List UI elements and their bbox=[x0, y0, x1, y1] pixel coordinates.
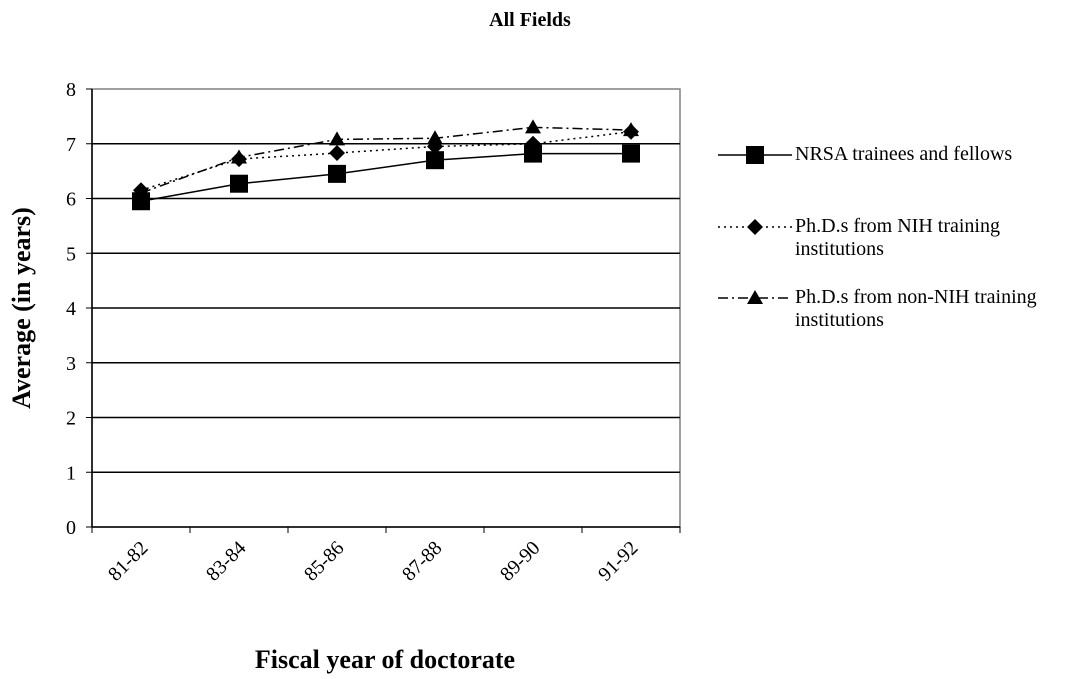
marker bbox=[623, 122, 639, 137]
x-tick-label: 83-84 bbox=[202, 537, 251, 586]
marker bbox=[230, 174, 248, 193]
marker bbox=[329, 145, 345, 162]
marker bbox=[524, 144, 542, 163]
marker bbox=[426, 151, 444, 170]
y-tick-label: 2 bbox=[66, 408, 76, 430]
y-tick-label: 1 bbox=[66, 462, 76, 484]
legend-label: NRSA trainees and fellows bbox=[795, 143, 1013, 165]
x-tick-label: 81-82 bbox=[104, 537, 153, 586]
series-line bbox=[140, 126, 632, 194]
x-axis-label: Fiscal year of doctorate bbox=[255, 645, 515, 674]
series-line bbox=[140, 152, 631, 202]
y-tick-label: 0 bbox=[66, 517, 76, 539]
y-tick-label: 3 bbox=[66, 353, 76, 375]
marker bbox=[427, 130, 443, 145]
y-tick-label: 4 bbox=[66, 298, 76, 320]
y-axis-label: Average (in years) bbox=[7, 207, 36, 409]
marker bbox=[747, 219, 763, 235]
x-tick-label: 85-86 bbox=[300, 537, 349, 586]
marker bbox=[622, 144, 640, 163]
y-tick-label: 8 bbox=[66, 79, 76, 101]
x-tick-label: 91-92 bbox=[594, 537, 643, 586]
marker bbox=[329, 131, 345, 146]
marker bbox=[231, 149, 247, 164]
legend-label: Ph.D.s from non-NIH training institution… bbox=[795, 286, 1037, 331]
marker bbox=[525, 135, 541, 152]
chart-title: All Fields bbox=[489, 9, 571, 31]
y-tick-label: 5 bbox=[66, 243, 76, 265]
marker bbox=[133, 185, 149, 200]
marker bbox=[746, 146, 764, 164]
marker bbox=[525, 119, 541, 134]
marker bbox=[328, 164, 346, 183]
y-tick-label: 6 bbox=[66, 189, 76, 211]
y-tick-label: 7 bbox=[66, 134, 76, 156]
series-line bbox=[140, 130, 632, 192]
x-tick-label: 87-88 bbox=[398, 537, 447, 586]
marker bbox=[747, 290, 763, 304]
x-tick-label: 89-90 bbox=[496, 537, 545, 586]
legend-label: Ph.D.s from NIH training institutions bbox=[795, 215, 1000, 260]
